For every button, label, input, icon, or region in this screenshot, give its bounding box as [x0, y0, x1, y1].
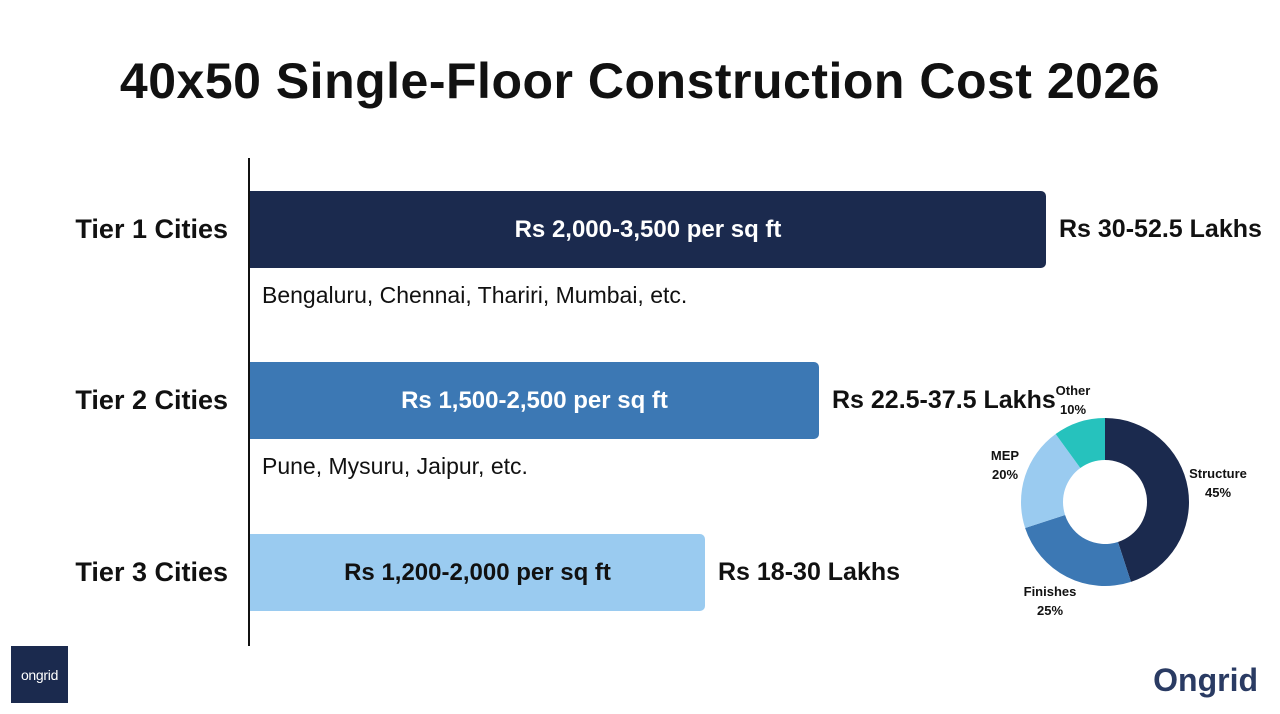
bar: Rs 1,500-2,500 per sq ft: [250, 362, 819, 439]
bar-value-label: Rs 1,500-2,500 per sq ft: [401, 386, 668, 414]
donut-slice-mep: [1021, 434, 1081, 528]
donut-slice-structure: [1105, 418, 1189, 582]
logo-left-text: ongrid: [20, 666, 59, 683]
category-label: Tier 1 Cities: [75, 213, 228, 244]
ongrid-logo-left: ongrid: [11, 646, 68, 703]
slice-name-label: Finishes: [1024, 584, 1077, 599]
donut-slice-other: [1055, 418, 1105, 469]
slice-percent-label: 45%: [1205, 485, 1231, 500]
category-label: Tier 2 Cities: [75, 384, 228, 415]
slice-percent-label: 10%: [1060, 402, 1086, 417]
chart-title: 40x50 Single-Floor Construction Cost 202…: [119, 53, 1161, 109]
bar-value-label: Rs 2,000-3,500 per sq ft: [514, 215, 782, 243]
slice-percent-label: 25%: [1037, 603, 1063, 618]
total-cost-label: Rs 30-52.5 Lakhs: [1059, 214, 1262, 243]
bar: Rs 2,000-3,500 per sq ft: [250, 191, 1046, 268]
cost-breakdown-donut: Structure 45% Finishes 25% MEP 20% Other 10%: [991, 383, 1247, 618]
slice-percent-label: 20%: [992, 467, 1018, 482]
slice-name-label: MEP: [991, 448, 1020, 463]
donut-slice-finishes: [1025, 514, 1131, 586]
city-examples: Pune, Mysuru, Jaipur, etc.: [262, 453, 528, 479]
y-axis-line: [248, 158, 250, 646]
total-cost-label: Rs 18-30 Lakhs: [718, 557, 901, 586]
slice-name-label: Other: [1056, 383, 1091, 398]
bar-value-label: Rs 1,200-2,000 per sq ft: [344, 558, 611, 586]
total-cost-label: Rs 22.5-37.5 Lakhs: [832, 385, 1056, 414]
city-examples: Bengaluru, Chennai, Thariri, Mumbai, etc…: [262, 282, 688, 308]
category-label: Tier 3 Cities: [75, 556, 228, 587]
ongrid-logo-right: Ongrid: [1153, 662, 1258, 698]
slice-name-label: Structure: [1189, 466, 1247, 481]
bar: Rs 1,200-2,000 per sq ft: [250, 534, 705, 611]
